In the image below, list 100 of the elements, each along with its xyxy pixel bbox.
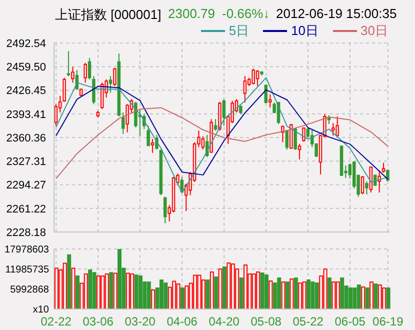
bar [374,283,378,309]
candlestick [243,76,247,104]
y-tick-label: 17978603 [4,244,50,256]
bar [226,262,231,309]
bar [197,274,202,309]
bar [306,279,310,309]
bar [164,282,168,309]
text: 2300.79 [168,6,215,21]
bar [62,262,67,309]
candlestick [382,162,386,174]
candlestick [222,98,226,126]
candlestick [360,176,364,195]
bar [244,264,248,309]
bar [84,273,88,309]
bar [193,274,198,309]
bar [104,273,109,309]
bar [176,283,180,309]
candlestick [54,104,58,126]
line-series [56,86,388,180]
candlestick [252,68,255,85]
y-tick-label: 2393.41 [6,108,46,121]
x-tick-label: 02-22 [40,314,72,329]
bar [340,277,344,309]
candlestick [121,112,125,134]
legend-label: 10日 [291,22,319,40]
bar [146,281,151,309]
bar [268,280,273,309]
y-tick-label: 11985735 [5,264,50,276]
text: -0.66%↓ [222,6,270,21]
candlestick [146,125,150,147]
bar [290,278,294,309]
bar [294,277,298,309]
bar [130,273,134,309]
bar [302,281,306,309]
y-tick-label: 2228.18 [6,226,46,239]
x-tick-label: 03-06 [82,314,114,329]
bar [160,279,164,309]
candlestick [268,94,272,108]
y-tick-label: x10 [32,304,50,316]
bar [252,273,256,309]
candlestick [113,67,116,86]
bar [222,266,226,309]
x-tick-label: 04-06 [166,314,198,329]
bar [76,275,80,309]
bar [151,289,156,309]
candlestick [84,62,87,84]
bar [92,272,96,309]
bar [298,282,302,309]
bar [126,272,130,309]
bar [382,287,386,309]
bar [214,276,218,309]
candlestick [163,196,167,224]
candlestick [88,57,92,80]
bar [118,249,122,309]
candlestick [150,138,154,154]
bar [386,287,390,309]
y-tick-label: 2261.22 [6,203,46,216]
bar [314,282,319,309]
bar [71,268,76,309]
bar [138,275,142,309]
legend-label: 30日 [360,22,388,40]
chart-title: 上证指数 [000001] [55,6,162,24]
y-tick-label: 5992868 [10,284,50,296]
candlestick [256,70,260,86]
y-tick-label: 2294.27 [6,180,46,192]
bar [180,287,184,309]
bar [239,277,244,309]
bar [202,279,206,309]
bar [109,272,114,309]
candlestick [365,180,368,196]
y-tick-label: 2327.31 [6,156,46,168]
bar [277,277,282,309]
bar [67,254,72,309]
bar [352,287,357,309]
candlestick [126,104,129,133]
bar [134,274,138,309]
candlestick [302,126,306,142]
line-series [56,107,388,180]
y-tick-label: 2426.45 [6,85,46,98]
bar [348,287,352,309]
candlestick [331,122,335,136]
x-tick-label: 04-20 [208,314,240,329]
bar [113,272,118,309]
bar [286,281,290,309]
bar [332,281,336,309]
candlestick [108,76,112,94]
bar [210,271,214,309]
bar [328,277,332,309]
candlestick [92,76,96,105]
y-tick-label: 2360.36 [6,132,46,144]
x-tick-label: 05-22 [292,314,324,329]
bar [88,269,92,309]
candlestick [66,50,70,77]
bar [230,263,235,309]
candlestick [71,66,74,84]
bar [370,281,374,309]
candlestick [298,143,302,160]
bar [281,281,286,309]
bar [172,280,176,309]
bar [356,284,361,309]
